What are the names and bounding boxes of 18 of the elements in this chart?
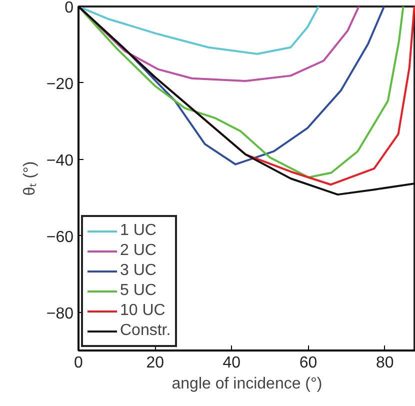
x-tick-label: 40 xyxy=(222,354,241,372)
legend-label: 1 UC xyxy=(120,222,156,240)
legend-label: 3 UC xyxy=(120,262,156,280)
x-tick-label: 20 xyxy=(146,354,164,372)
y-axis-title: θₜ (°) xyxy=(21,161,38,196)
y-tick-label: 0 xyxy=(64,0,74,16)
y-tick-label: −60 xyxy=(46,228,74,246)
legend-label: 10 UC xyxy=(120,302,166,320)
x-axis-title: angle of incidence (°) xyxy=(172,376,322,392)
y-tick-label: −80 xyxy=(46,305,74,322)
legend-label: 5 UC xyxy=(120,282,156,300)
legend-label: 2 UC xyxy=(120,242,156,260)
line-series xyxy=(78,6,320,55)
x-tick-label: 60 xyxy=(299,354,318,372)
y-tick-label: −40 xyxy=(46,152,74,170)
y-tick-label: −20 xyxy=(46,76,74,93)
legend-label: Constr. xyxy=(120,322,171,340)
x-tick-label: 80 xyxy=(376,354,394,372)
